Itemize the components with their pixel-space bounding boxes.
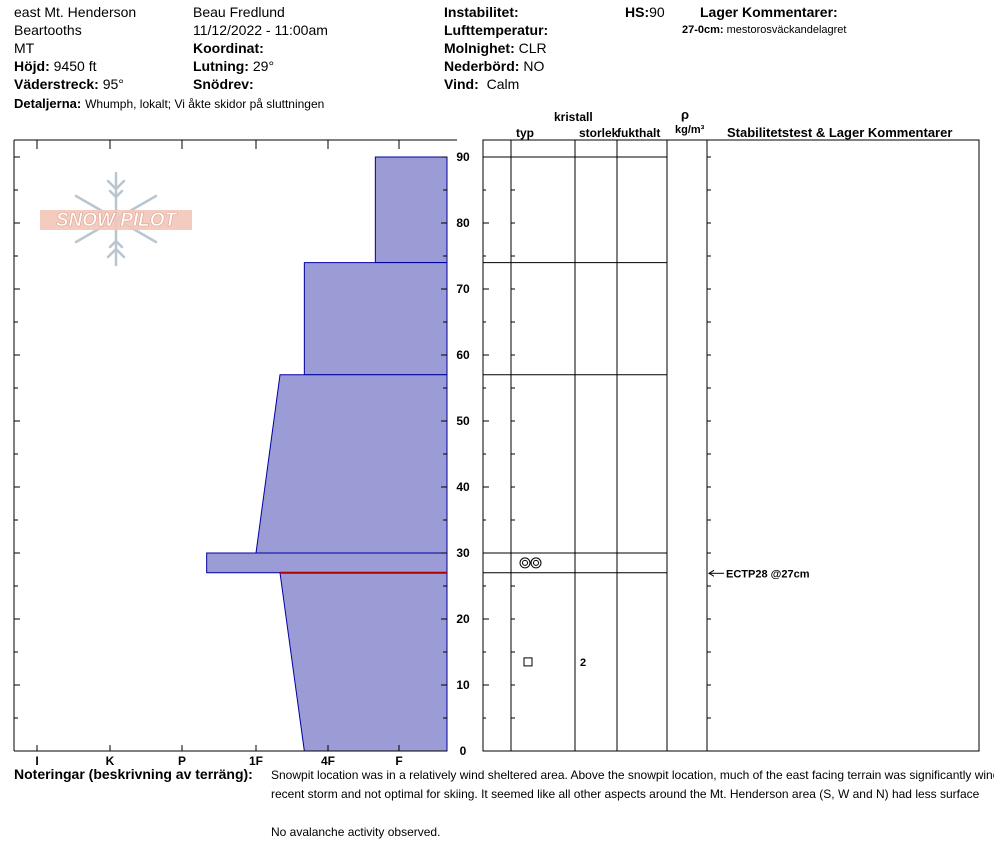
datetime: 11/12/2022 - 11:00am: [193, 22, 328, 38]
sky: Molnighet: CLR: [444, 40, 547, 56]
elevation: Höjd: 9450 ft: [14, 58, 96, 74]
instability: Instabilitet:: [444, 4, 519, 20]
depth-tick-label: 40: [456, 480, 470, 494]
location: east Mt. Henderson: [14, 4, 137, 20]
wind-loading-label: Snödrev:: [193, 76, 254, 92]
hardness-tick-label: I: [35, 754, 38, 768]
table-frame: [482, 139, 980, 752]
wind-loading: Snödrev:: [193, 76, 254, 92]
crystal-size: 2: [580, 657, 586, 669]
crystal-symbol-inner: [533, 559, 539, 566]
hardness-tick-label: 1F: [249, 754, 263, 768]
depth-tick-label: 70: [456, 282, 470, 296]
elevation-value: 9450 ft: [53, 58, 97, 74]
crystal-symbol-outer: [519, 557, 531, 569]
hardness-tick-label: P: [178, 754, 186, 768]
depth-tick-label: 80: [456, 216, 470, 230]
hs-value: 90: [649, 4, 665, 20]
observer: Beau Fredlund: [193, 4, 285, 20]
notes-line-1: Snowpit location was in a relatively win…: [271, 768, 994, 782]
layer-comment-depth: 27-0cm:: [682, 24, 724, 36]
sky-label: Molnighet:: [444, 40, 515, 56]
aspect: Väderstreck: 95°: [14, 76, 124, 92]
coordinate: Koordinat:: [193, 40, 264, 56]
depth-tick-label: 0: [460, 744, 467, 758]
instability-label: Instabilitet:: [444, 4, 519, 20]
slope-value: 29°: [252, 58, 275, 74]
layer-comment: 27-0cm: mestorosväckandelagret: [682, 24, 846, 36]
notes-label: Noteringar (beskrivning av terräng):: [14, 766, 253, 782]
density-unit: kg/m³: [675, 124, 705, 136]
depth-tick-label: 60: [456, 348, 470, 362]
stability-header: Stabilitetstest & Lager Kommentarer: [727, 125, 953, 140]
depth-tick-label: 50: [456, 414, 470, 428]
size-header: storlek: [579, 126, 619, 140]
depth-tick-label: 90: [456, 150, 470, 164]
air-temp: Lufttemperatur:: [444, 22, 548, 38]
hardness-tick-label: 4F: [321, 754, 335, 768]
hardness-frame: 0 10 20 30 40 50 60 70 80 90 I K P 1F 4F F: [13, 139, 470, 768]
layer-comment-text: mestorosväckandelagret: [726, 24, 847, 36]
stability-test-label: ECTP28 @27cm: [726, 568, 810, 580]
depth-tick-label: 30: [456, 546, 470, 560]
crystal-symbol-facet: [523, 657, 533, 667]
coordinate-label: Koordinat:: [193, 40, 264, 56]
hardness-tick-label: K: [106, 754, 115, 768]
layer-table: 2 ECTP28 @27cm: [482, 139, 980, 752]
notes-line-4: No avalanche activity observed.: [271, 825, 441, 839]
details-label: Detaljerna:: [14, 96, 82, 111]
wind-label: Vind:: [444, 76, 479, 92]
aspect-value: 95°: [102, 76, 124, 92]
hs-label: HS:: [625, 4, 650, 20]
hardness-layer-4: [206, 552, 448, 574]
sky-value: CLR: [518, 40, 547, 56]
crystal-header: kristall: [554, 110, 593, 124]
snow-pilot-logo: SNOW PILOT: [40, 171, 192, 267]
moisture-header: fukthalt: [617, 126, 661, 140]
precipitation: Nederbörd: NO: [444, 58, 544, 74]
layer-comments-label: Lager Kommentarer:: [700, 4, 838, 20]
hardness-layer-5: [279, 572, 448, 752]
logo-banner: [40, 210, 192, 230]
crystal-symbol-outer: [530, 557, 542, 569]
hardness-layer-3: [255, 374, 448, 554]
precip-value: NO: [523, 58, 545, 74]
wind: Vind: Calm: [444, 76, 519, 92]
stability-arrow-head: [708, 569, 715, 577]
hardness-layer-2: [303, 262, 448, 376]
range: Beartooths: [14, 22, 82, 38]
details-value: Whumph, lokalt; Vi åkte skidor på sluttn…: [85, 97, 325, 111]
logo-text: SNOW PILOT: [56, 210, 178, 231]
slope: Lutning: 29°: [193, 58, 274, 74]
air-temp-label: Lufttemperatur:: [444, 22, 549, 38]
depth-tick-label: 20: [456, 612, 470, 626]
notes-line-2: recent storm and not optimal for skiing.…: [271, 787, 980, 801]
elevation-label: Höjd:: [14, 58, 50, 74]
aspect-label: Väderstreck:: [14, 76, 99, 92]
density-symbol: ρ: [681, 107, 690, 122]
depth-tick-label: 10: [456, 678, 470, 692]
state: MT: [14, 40, 35, 56]
crystal-symbol-inner: [522, 559, 528, 566]
details: Detaljerna: Whumph, lokalt; Vi åkte skid…: [14, 95, 324, 111]
hardness-profile: [206, 156, 448, 752]
wind-value: Calm: [486, 76, 520, 92]
hardness-layer-1: [374, 156, 448, 264]
hs: HS:90: [625, 4, 665, 20]
slope-label: Lutning:: [193, 58, 249, 74]
precip-label: Nederbörd:: [444, 58, 520, 74]
hardness-tick-label: F: [395, 754, 402, 768]
type-header: typ: [516, 126, 534, 140]
